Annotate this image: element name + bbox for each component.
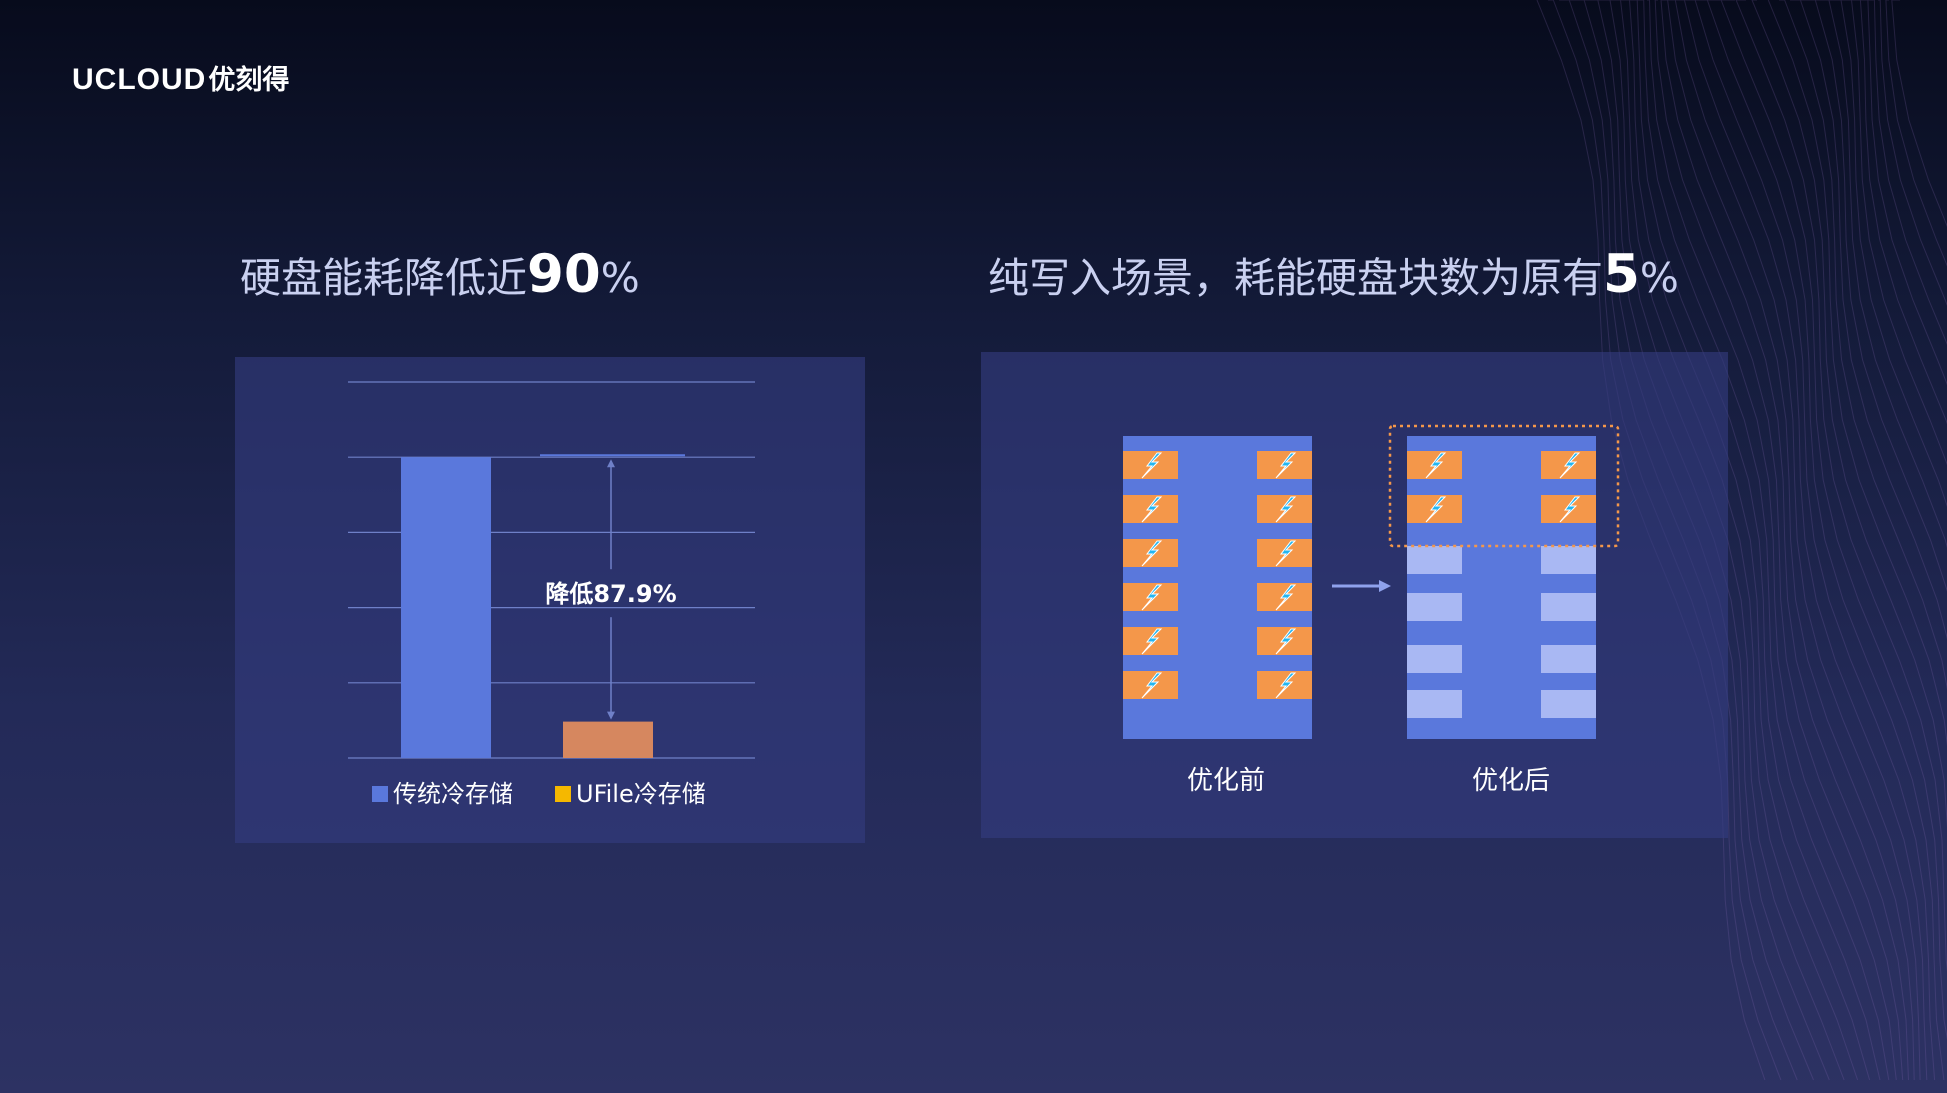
chart-bar xyxy=(563,721,653,758)
right-heading-number: 5 xyxy=(1603,244,1640,305)
idle-disk xyxy=(1541,546,1596,574)
logo-cn: 优刻得 xyxy=(208,65,290,95)
lightning-icon xyxy=(1141,496,1163,523)
legend-label: UFile冷存储 xyxy=(576,780,706,808)
diagram-panel: 优化前 优化后 xyxy=(981,352,1728,838)
wave-line xyxy=(1867,0,1947,345)
wave-line xyxy=(1801,0,1947,592)
left-heading-text: 硬盘能耗降低近 xyxy=(240,254,527,302)
lightning-icon xyxy=(1141,628,1163,655)
arrow-head xyxy=(1379,580,1391,592)
wave-line xyxy=(1823,0,1947,508)
chart-bar xyxy=(401,457,491,758)
annotation-arrowhead-up xyxy=(607,459,615,468)
lightning-icon xyxy=(1275,672,1297,699)
highlight-dashed-box xyxy=(1388,424,1620,548)
chart-annotation: 降低87.9% xyxy=(545,580,676,608)
left-heading-unit: % xyxy=(600,254,640,302)
chart-panel: 降低87.9% 传统冷存储 UFile冷存储 xyxy=(235,357,865,843)
legend-swatch xyxy=(372,786,388,802)
legend-label: 传统冷存储 xyxy=(393,780,513,808)
chart-annotation-arrow xyxy=(540,454,685,720)
wave-line xyxy=(1845,0,1947,425)
lightning-icon xyxy=(1141,672,1163,699)
lightning-icon xyxy=(1425,496,1447,523)
left-heading: 硬盘能耗降低近90% xyxy=(240,244,640,305)
lightning-icon xyxy=(1141,540,1163,567)
right-heading-unit: % xyxy=(1639,254,1679,302)
wave-line xyxy=(1834,0,1947,466)
logo-brand: UCLOUD xyxy=(72,63,207,96)
before-label: 优化前 xyxy=(1187,766,1265,796)
disk-enclosure xyxy=(1407,436,1596,739)
idle-disk xyxy=(1407,645,1462,673)
wave-line xyxy=(1885,0,1947,267)
idle-disk xyxy=(1407,690,1462,718)
wave-line xyxy=(1891,0,1947,228)
idle-disk xyxy=(1541,593,1596,621)
lightning-icon xyxy=(1559,496,1581,523)
right-heading-text: 纯写入场景，耗能硬盘块数为原有 xyxy=(988,254,1603,302)
annotation-arrowhead-down xyxy=(607,711,615,720)
lightning-icon xyxy=(1559,452,1581,479)
idle-disk xyxy=(1407,593,1462,621)
wave-line xyxy=(1812,0,1947,548)
lightning-icon xyxy=(1425,452,1447,479)
lightning-icon xyxy=(1275,628,1297,655)
wave-line xyxy=(1779,0,1947,690)
wave-line xyxy=(1706,0,1945,1081)
wave-line xyxy=(1878,0,1947,306)
transition-arrow xyxy=(1332,580,1391,592)
after-label: 优化后 xyxy=(1472,766,1550,796)
chart-legend: 传统冷存储 UFile冷存储 xyxy=(372,780,706,808)
lightning-icon xyxy=(1275,540,1297,567)
wave-line xyxy=(1751,0,1947,828)
disk-diagram: 优化前 优化后 xyxy=(1123,424,1620,796)
wave-line xyxy=(1767,0,1947,747)
lightning-icon xyxy=(1275,452,1297,479)
ucloud-logo: UCLOUD优刻得 xyxy=(72,58,289,97)
legend-swatch xyxy=(555,786,571,802)
lightning-icon xyxy=(1141,452,1163,479)
lightning-icon xyxy=(1275,496,1297,523)
before-disk-array xyxy=(1123,436,1312,739)
idle-disk xyxy=(1541,690,1596,718)
lightning-icon xyxy=(1275,584,1297,611)
after-disk-array xyxy=(1388,424,1620,739)
chart-bars xyxy=(401,457,653,758)
lightning-icon xyxy=(1141,584,1163,611)
left-heading-number: 90 xyxy=(527,244,601,305)
bar-chart: 降低87.9% 传统冷存储 UFile冷存储 xyxy=(348,381,755,808)
idle-disk xyxy=(1407,546,1462,574)
wave-line xyxy=(1720,0,1947,1040)
wave-line xyxy=(1856,0,1947,386)
wave-line xyxy=(1735,0,1947,972)
right-heading: 纯写入场景，耗能硬盘块数为原有5% xyxy=(988,244,1679,305)
idle-disk xyxy=(1541,645,1596,673)
wave-line xyxy=(1694,0,1936,1081)
wave-line xyxy=(1790,0,1947,640)
